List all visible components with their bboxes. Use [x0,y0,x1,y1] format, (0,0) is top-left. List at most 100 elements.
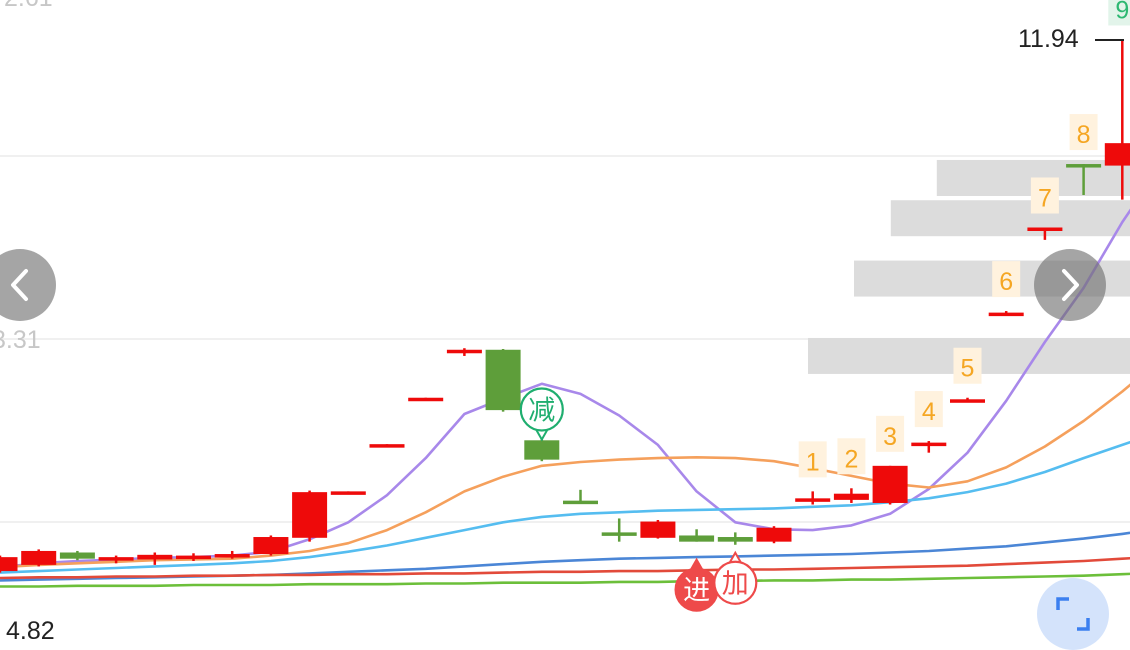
count-label-text: 2 [844,445,858,473]
candle-body [601,532,637,536]
candle [601,518,637,542]
signal-add: 加 [713,550,758,605]
candle-body [21,550,57,565]
signal-text: 加 [722,569,749,600]
candle [563,489,598,505]
candle-body [485,349,521,411]
candle-body [756,527,792,542]
candle [214,550,250,559]
candle [0,555,18,573]
candle [756,526,792,544]
candle [795,491,831,505]
moving-average-line [0,556,1130,580]
moving-average-lines [0,208,1130,588]
next-button[interactable] [1034,249,1106,321]
candle [176,553,211,562]
signal-text: 进 [683,576,710,607]
signal-badge [713,560,758,605]
prev-button[interactable] [0,249,56,321]
candle-body [446,349,482,354]
candle [679,529,715,542]
count-label-bg [1030,177,1059,214]
candle [1027,227,1063,240]
candle-body [214,554,250,558]
candle-body [369,444,405,448]
candle [98,555,134,564]
signal-enter: 进 [674,557,719,612]
candle [408,397,444,402]
candle-body [1104,143,1130,166]
candle [369,444,405,448]
moving-average-line [0,440,1130,574]
count-label-bg [992,261,1021,298]
candle [137,552,173,565]
candle-body [950,399,985,403]
count-label-text: 4 [922,398,936,426]
candle-body [330,491,366,495]
candle-body [911,442,947,447]
candle-body [563,500,598,505]
count-label: 1 [798,441,827,478]
candle [59,550,95,561]
candle-body [640,521,676,538]
count-label: 6 [992,261,1021,298]
chevron-left-icon [11,269,28,301]
chevron-right-icon [1062,269,1079,301]
count-label: 2 [837,438,866,475]
candle [253,535,289,556]
candle [950,397,985,403]
count-label-text: 9 [1115,0,1129,24]
moving-average-line [0,383,1130,569]
count-label-text: 6 [999,268,1013,296]
candle-body [292,492,328,538]
candle [833,488,869,503]
count-label-bg [798,441,827,478]
candle-body [176,555,211,560]
count-label-bg [837,438,866,475]
price-axis-top-label: 2.61 [4,0,53,13]
signal-badge [519,387,564,432]
high-price-label: 11.94 [1018,25,1079,53]
candle [485,348,521,412]
count-label-bg [1108,0,1130,26]
candle-body [408,397,444,402]
count-label-text: 1 [806,448,820,476]
count-label: 4 [914,391,943,428]
count-label-text: 3 [883,423,897,451]
count-label-text: 8 [1077,121,1091,149]
candle [1104,39,1130,200]
candle-body [1027,227,1063,231]
candle-body [872,465,908,503]
price-axis-mid-label: 3.31 [0,326,41,354]
candle [988,311,1024,317]
signal-text: 减 [528,396,555,427]
corner-bracket-icon [1056,597,1090,631]
count-label-bg [914,391,943,428]
count-label: 7 [1030,177,1059,214]
candle [292,490,328,542]
count-label: 3 [876,415,905,452]
candle-body [98,557,134,561]
candle-body [795,498,831,502]
candle [911,441,947,453]
volume-profile-bar [890,200,1130,237]
candle [330,491,366,495]
count-label-bg [1069,114,1098,151]
candle-body [717,537,753,542]
candle-body [137,554,173,560]
candle [524,439,560,462]
count-label-text: 7 [1038,185,1052,213]
low-price-label: 4.82 [6,617,55,645]
count-label-text: 5 [961,355,975,383]
candles [0,39,1130,573]
candle-body [59,552,95,559]
candle-body [679,535,715,542]
expand-button[interactable] [1037,578,1109,650]
candle-body [524,440,560,460]
candle [640,520,676,539]
count-label: 5 [953,347,982,384]
count-label: 8 [1069,114,1098,151]
candle-body [833,493,869,500]
